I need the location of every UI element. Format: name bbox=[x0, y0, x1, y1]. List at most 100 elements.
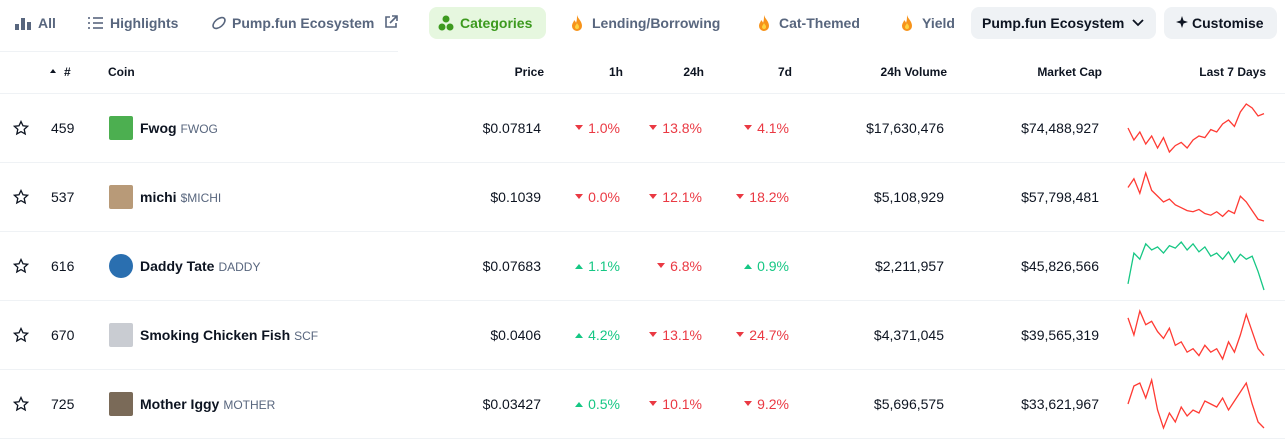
tab-icon bbox=[88, 17, 103, 29]
star-icon[interactable] bbox=[13, 120, 29, 136]
coin-icon bbox=[109, 116, 133, 140]
percent-change: 4.1% bbox=[743, 119, 789, 137]
coin-name[interactable]: Mother Iggy MOTHER bbox=[140, 395, 275, 414]
coin-name-text[interactable]: michi bbox=[140, 189, 177, 205]
tab[interactable]: Lending/Borrowing bbox=[592, 15, 721, 31]
volume: $2,211,957 bbox=[874, 258, 944, 274]
sparkline bbox=[1127, 240, 1265, 291]
tab[interactable]: Yield bbox=[922, 15, 955, 31]
column-header[interactable]: 24h bbox=[683, 65, 704, 79]
tab-underline bbox=[0, 51, 398, 52]
percent-change: 1.1% bbox=[574, 257, 620, 275]
coin-symbol: DADDY bbox=[218, 260, 261, 274]
column-header[interactable]: Price bbox=[514, 65, 544, 79]
price: $0.1039 bbox=[490, 189, 541, 205]
percent-value: 1.0% bbox=[588, 120, 620, 136]
percent-change: 13.1% bbox=[648, 326, 702, 344]
percent-change: 4.2% bbox=[574, 326, 620, 344]
header-separator bbox=[0, 93, 1285, 94]
coin-icon bbox=[109, 254, 133, 278]
categories-icon bbox=[438, 15, 454, 31]
sparkline-line bbox=[1127, 308, 1265, 361]
percent-change: 18.2% bbox=[735, 188, 789, 206]
percent-value: 0.9% bbox=[757, 258, 789, 274]
coin-name-text[interactable]: Smoking Chicken Fish bbox=[140, 327, 291, 343]
column-header[interactable]: 1h bbox=[608, 65, 623, 79]
coin-symbol: $MICHI bbox=[180, 191, 222, 205]
column-header[interactable]: Market Cap bbox=[1037, 65, 1102, 79]
coin-name-text[interactable]: Daddy Tate bbox=[140, 258, 215, 274]
percent-change: 6.8% bbox=[656, 257, 702, 275]
sparkline bbox=[1127, 308, 1265, 361]
row-separator bbox=[0, 438, 1285, 439]
sparkline-line bbox=[1127, 103, 1265, 154]
star-icon[interactable] bbox=[13, 189, 29, 205]
tab[interactable]: Highlights bbox=[110, 15, 179, 31]
column-header[interactable]: Last 7 Days bbox=[1199, 65, 1266, 79]
volume: $5,696,575 bbox=[873, 396, 944, 412]
rank: 670 bbox=[51, 327, 75, 343]
market-cap: $33,621,967 bbox=[1021, 396, 1099, 412]
market-cap: $74,488,927 bbox=[1021, 120, 1099, 136]
percent-change: 0.0% bbox=[574, 188, 620, 206]
sparkline-line bbox=[1127, 170, 1265, 222]
sort-icon bbox=[50, 69, 56, 73]
rank: 459 bbox=[51, 120, 75, 136]
percent-value: 13.8% bbox=[662, 120, 702, 136]
coin-name[interactable]: Daddy Tate DADDY bbox=[140, 257, 260, 276]
coin-name-text[interactable]: Mother Iggy bbox=[140, 396, 220, 412]
sparkline bbox=[1127, 377, 1265, 430]
sparkline-line bbox=[1127, 240, 1265, 291]
down-arrow bbox=[736, 194, 745, 199]
column-header[interactable]: Coin bbox=[108, 65, 135, 79]
percent-value: 6.8% bbox=[670, 258, 702, 274]
tab[interactable]: Cat-Themed bbox=[779, 15, 860, 31]
tab[interactable]: All bbox=[38, 15, 56, 31]
down-arrow bbox=[657, 263, 666, 268]
customise-label[interactable]: Customise bbox=[1192, 15, 1264, 31]
percent-value: 1.1% bbox=[588, 258, 620, 274]
percent-change: 10.1% bbox=[648, 395, 702, 413]
column-header[interactable]: 7d bbox=[777, 65, 792, 79]
column-header[interactable]: # bbox=[64, 65, 71, 79]
price: $0.07814 bbox=[482, 120, 541, 136]
fire-icon bbox=[572, 15, 582, 31]
percent-change: 12.1% bbox=[648, 188, 702, 206]
tab-pill[interactable] bbox=[429, 7, 546, 39]
tab[interactable]: Pump.fun Ecosystem bbox=[232, 15, 375, 31]
coin-icon bbox=[109, 323, 133, 347]
coin-name[interactable]: michi $MICHI bbox=[140, 188, 221, 207]
row-separator bbox=[0, 231, 1285, 232]
star-icon[interactable] bbox=[13, 396, 29, 412]
row-separator bbox=[0, 162, 1285, 163]
percent-change: 13.8% bbox=[648, 119, 702, 137]
star-icon[interactable] bbox=[13, 258, 29, 274]
dropdown[interactable] bbox=[971, 7, 1156, 39]
row-separator bbox=[0, 300, 1285, 301]
percent-value: 0.5% bbox=[588, 396, 620, 412]
volume: $5,108,929 bbox=[873, 189, 944, 205]
price: $0.07683 bbox=[482, 258, 541, 274]
percent-value: 4.1% bbox=[757, 120, 789, 136]
coin-icon bbox=[109, 185, 133, 209]
up-arrow bbox=[575, 402, 584, 407]
coin-name[interactable]: Fwog FWOG bbox=[140, 119, 218, 138]
percent-value: 0.0% bbox=[588, 189, 620, 205]
coin-name-text[interactable]: Fwog bbox=[140, 120, 177, 136]
external-icon bbox=[385, 15, 398, 28]
dropdown-label[interactable]: Pump.fun Ecosystem bbox=[982, 15, 1125, 31]
column-header[interactable]: 24h Volume bbox=[880, 65, 947, 79]
percent-change: 0.5% bbox=[574, 395, 620, 413]
percent-value: 10.1% bbox=[662, 396, 702, 412]
star-icon[interactable] bbox=[13, 327, 29, 343]
volume: $4,371,045 bbox=[873, 327, 944, 343]
coin-name[interactable]: Smoking Chicken Fish SCF bbox=[140, 326, 318, 345]
down-arrow bbox=[744, 401, 753, 406]
rank: 537 bbox=[51, 189, 75, 205]
tab-icon bbox=[212, 16, 226, 30]
tab-icon bbox=[15, 18, 31, 30]
rank: 725 bbox=[51, 396, 75, 412]
coin-symbol: SCF bbox=[294, 329, 319, 343]
down-arrow bbox=[575, 125, 584, 130]
tab[interactable]: Categories bbox=[460, 15, 533, 31]
